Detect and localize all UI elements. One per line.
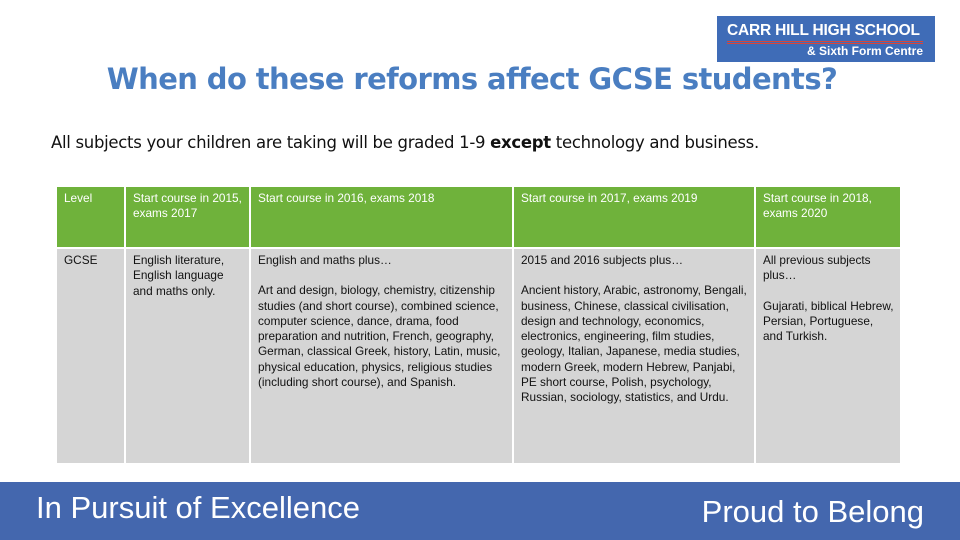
header-2016: Start course in 2016, exams 2018 xyxy=(249,185,514,249)
logo-sixth-form: & Sixth Form Centre xyxy=(806,44,923,58)
subtitle-emphasis: except xyxy=(490,133,551,152)
cell-2018-subjects: Gujarati, biblical Hebrew, Persian, Port… xyxy=(763,298,894,344)
slide-title: When do these reforms affect GCSE studen… xyxy=(106,62,838,96)
header-2017: Start course in 2017, exams 2019 xyxy=(512,185,756,249)
subtitle-text-before: All subjects your children are taking wi… xyxy=(51,133,491,152)
slide-subtitle: All subjects your children are taking wi… xyxy=(51,133,759,152)
cell-2017-intro: 2015 and 2016 subjects plus… xyxy=(521,253,683,267)
header-2018: Start course in 2018, exams 2020 xyxy=(754,185,902,249)
cell-2016: English and maths plus… Art and design, … xyxy=(249,247,514,465)
cell-2016-intro: English and maths plus… xyxy=(258,253,392,267)
table-row: GCSE English literature, English languag… xyxy=(55,247,902,465)
school-logo: CARR HILL HIGH SCHOOL & Sixth Form Centr… xyxy=(717,16,935,62)
cell-2016-subjects: Art and design, biology, chemistry, citi… xyxy=(258,283,501,390)
header-level: Level xyxy=(55,185,126,249)
footer-motto-left: In Pursuit of Excellence xyxy=(36,490,360,525)
cell-2017: 2015 and 2016 subjects plus… Ancient his… xyxy=(512,247,756,465)
footer-motto-right: Proud to Belong xyxy=(701,494,924,529)
reforms-table: Level Start course in 2015, exams 2017 S… xyxy=(55,185,902,465)
footer-bar: In Pursuit of Excellence Proud to Belong xyxy=(0,482,960,540)
header-2015: Start course in 2015, exams 2017 xyxy=(124,185,251,249)
cell-2018: All previous subjects plus… Gujarati, bi… xyxy=(754,247,902,465)
cell-2017-subjects: Ancient history, Arabic, astronomy, Beng… xyxy=(521,283,747,405)
cell-level: GCSE xyxy=(55,247,126,465)
logo-stripes xyxy=(727,41,923,45)
logo-school-name: CARR HILL HIGH SCHOOL xyxy=(727,22,920,39)
cell-2015: English literature, English language and… xyxy=(124,247,251,465)
table-header-row: Level Start course in 2015, exams 2017 S… xyxy=(55,185,902,249)
subtitle-text-after: technology and business. xyxy=(550,133,759,152)
cell-2018-intro: All previous subjects plus… xyxy=(763,253,871,283)
